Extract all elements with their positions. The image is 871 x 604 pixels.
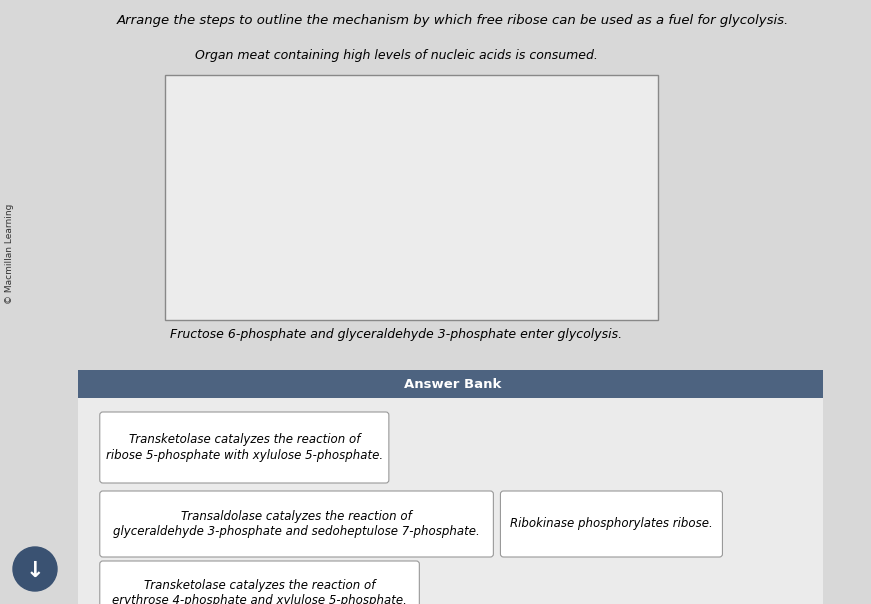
Bar	[165, 75, 658, 320]
Text: Transketolase catalyzes the reaction of
ribose 5-phosphate with xylulose 5-phosp: Transketolase catalyzes the reaction of …	[105, 434, 383, 461]
Text: Transaldolase catalyzes the reaction of
glyceraldehyde 3-phosphate and sedoheptu: Transaldolase catalyzes the reaction of …	[113, 510, 480, 538]
Text: ↓: ↓	[25, 561, 44, 581]
FancyBboxPatch shape	[100, 561, 419, 604]
Text: © Macmillan Learning: © Macmillan Learning	[5, 204, 15, 304]
Text: Arrange the steps to outline the mechanism by which free ribose can be used as a: Arrange the steps to outline the mechani…	[117, 14, 789, 27]
Text: Transketolase catalyzes the reaction of
erythrose 4-phosphate and xylulose 5-pho: Transketolase catalyzes the reaction of …	[112, 579, 407, 604]
FancyBboxPatch shape	[501, 491, 722, 557]
Circle shape	[13, 547, 57, 591]
Text: Fructose 6-phosphate and glyceraldehyde 3-phosphate enter glycolysis.: Fructose 6-phosphate and glyceraldehyde …	[170, 328, 623, 341]
Text: Ribokinase phosphorylates ribose.: Ribokinase phosphorylates ribose.	[510, 518, 712, 530]
FancyBboxPatch shape	[100, 491, 493, 557]
Text: Answer Bank: Answer Bank	[404, 378, 502, 391]
Bar	[78, 370, 823, 398]
FancyBboxPatch shape	[100, 412, 388, 483]
Text: Organ meat containing high levels of nucleic acids is consumed.: Organ meat containing high levels of nuc…	[195, 49, 598, 62]
Bar	[78, 398, 823, 604]
